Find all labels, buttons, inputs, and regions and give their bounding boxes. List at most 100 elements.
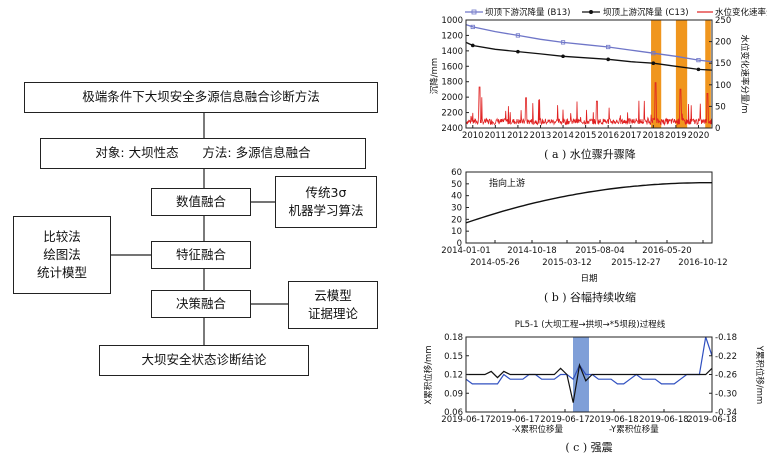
chart-c-ytick-label: 0.09: [444, 389, 463, 399]
method-plot: 绘图法: [43, 246, 81, 262]
chart-a-c13-point: [651, 61, 656, 65]
method-statistic: 统计模型: [36, 265, 87, 281]
flow-title: 极端条件下大坝安全多源信息融合诊断方法: [82, 89, 320, 105]
chart-b-xtick-label: 2015-03-12: [542, 258, 591, 268]
chart-b-ytick-label: 60: [451, 168, 462, 178]
chart-c-ytick-label: 0.15: [444, 352, 463, 362]
chart-a-c13-point: [470, 43, 475, 48]
chart-c-legend: -X累积位移量 -Y累积位移量: [512, 424, 659, 435]
chart-c-legend-x: -X累积位移量: [512, 424, 563, 435]
method-evidence: 证据理论: [307, 306, 358, 321]
chart-b-xtick-label: 2014-01-01: [441, 246, 490, 256]
chart-a-y2tick-label: 0: [715, 124, 720, 134]
flow-title-box: 极端条件下大坝安全多源信息融合诊断方法: [24, 82, 378, 113]
chart-c-y-line: [465, 336, 713, 385]
method-ml: 机器学习算法: [288, 203, 364, 218]
chart-a-b13-point: [470, 24, 475, 30]
chart-c-xtick-label: 2019-06-17: [441, 415, 490, 425]
chart-c-x-ticks: 2019-06-17 2019-06-17 2019-06-17 2019-06-18…: [441, 409, 737, 425]
chart-a-x-ticks: 2010 2011 2012 2013 2014 2015 2016 2017 2018 2019…: [462, 125, 709, 141]
chart-a-rate-line: [465, 82, 713, 127]
methods-right-2-box: 云模型 证据理论: [288, 281, 378, 329]
flow-object-box: 对象: 大坝性态 方法: 多源信息融合: [40, 138, 366, 169]
chart-a-b13-point: [515, 33, 521, 38]
chart-c-y2tick-label: -0.26: [715, 371, 737, 381]
chart-a-ytick-label: 1000: [441, 16, 463, 26]
chart-a-ytick-label: 1600: [441, 62, 463, 72]
chart-a-xtick-label: 2011: [485, 131, 507, 141]
chart-c-ytick-label: 0.06: [444, 408, 463, 418]
chart-c-y2tick-label: -0.30: [715, 389, 737, 399]
chart-b-ytick-label: 10: [451, 227, 462, 237]
chart-c-ylabel-left: X累积位移/mm: [423, 345, 434, 404]
chart-a-b13-point: [696, 58, 701, 63]
chart-a-highlights: [651, 20, 711, 128]
chart-c-caption: ( c ) 强震: [565, 441, 612, 454]
chart-b-caption: ( b ) 谷幅持续收缩: [544, 290, 636, 304]
chart-b-xtick-label: 2016-10-12: [678, 258, 727, 268]
chart-a-c13-point: [561, 54, 565, 59]
decision-fusion-label: 决策融合: [175, 295, 226, 311]
chart-a-b13-markers: [470, 24, 701, 63]
chart-b-ytick-label: 20: [451, 215, 462, 225]
chart-a-xtick-label: 2014: [552, 131, 574, 141]
chart-c-title: PL5-1 (大坝工程→拱坝→*5坝段)过程线: [515, 319, 666, 330]
flow-object-line: 对象: 大坝性态 方法: 多源信息融合: [95, 145, 311, 161]
chart-a-ylabel-left: 沉降/mm: [429, 58, 440, 94]
chart-a-ytick-label: 2400: [441, 124, 463, 134]
chart-a-c13-line: [465, 41, 713, 71]
chart-b-xtick-label: 2015-12-27: [611, 258, 660, 268]
chart-a-left-ticks: 1000 1200 1400 1600 1800 2000 2200 2400: [441, 16, 469, 134]
methods-right-1-box: 传统3σ 机器学习算法: [275, 176, 377, 228]
chart-a-b13-point: [560, 40, 566, 45]
chart-b-ytick-label: 40: [451, 192, 462, 202]
chart-a-xtick-label: 2013: [530, 131, 552, 141]
chart-a-right-ticks: 250 200 150 100 50 0: [709, 16, 731, 134]
chart-a-ytick-label: 1200: [441, 31, 463, 41]
chart-a-y2tick-label: 200: [715, 38, 731, 48]
chart-a-y2tick-label: 250: [715, 16, 731, 26]
chart-a-ytick-label: 2000: [441, 93, 463, 103]
chart-a-b13-point: [606, 44, 611, 50]
chart-c-xtick-label: 2019-06-17: [490, 415, 539, 425]
chart-c-legend-y: -Y累积位移量: [609, 424, 659, 435]
feature-fusion-box: 特征融合: [151, 241, 251, 269]
chart-a-highlight-0: [651, 20, 662, 128]
chart-a-b13-point: [651, 51, 656, 56]
methods-left-box: 比较法 绘图法 统计模型: [13, 216, 111, 294]
method-compare: 比较法: [43, 228, 81, 244]
method-cloud: 云模型: [314, 287, 352, 303]
chart-c-y2tick-label: -0.18: [715, 333, 737, 343]
chart-c-y2tick-label: -0.22: [715, 352, 737, 362]
data-fusion-label: 数值融合: [175, 193, 226, 209]
chart-b-xtick-label: 2014-10-18: [507, 246, 556, 256]
chart-c-xtick-label: 2019-06-18: [589, 415, 638, 425]
chart-a-xtick-label: 2017: [620, 131, 642, 141]
chart-a-y2tick-label: 100: [715, 81, 731, 91]
chart-a-xtick-label: 2020: [688, 131, 710, 141]
chart-a-xtick-label: 2012: [507, 131, 529, 141]
chart-c-xtick-label: 2019-06-17: [540, 415, 589, 425]
chart-a-ytick-label: 2200: [441, 109, 463, 119]
chart-a-xtick-label: 2010: [462, 131, 484, 141]
chart-a-xtick-label: 2019: [665, 131, 687, 141]
chart-a-y2tick-label: 50: [715, 102, 726, 112]
chart-c-xtick-label: 2019-06-18: [639, 415, 688, 425]
chart-c-highlight: [573, 337, 589, 412]
chart-b-xlabel: 日期: [580, 274, 597, 284]
chart-a-rate-series: [465, 82, 713, 127]
chart-a-c13-point: [606, 57, 610, 62]
chart-c-ytick-label: 0.18: [444, 333, 463, 343]
chart-c-xtick-label: 2019-06-18: [687, 415, 736, 425]
chart-a-xtick-label: 2018: [643, 131, 665, 141]
chart-a-highlight-1: [675, 20, 688, 128]
conclusion-label: 大坝安全状态诊断结论: [141, 352, 267, 368]
chart-b-xtick-label: 2016-05-20: [642, 246, 691, 256]
chart-b-ytick-label: 0: [457, 239, 462, 249]
chart-c-x-line: [466, 362, 713, 403]
chart-a-c13-point: [696, 67, 701, 72]
